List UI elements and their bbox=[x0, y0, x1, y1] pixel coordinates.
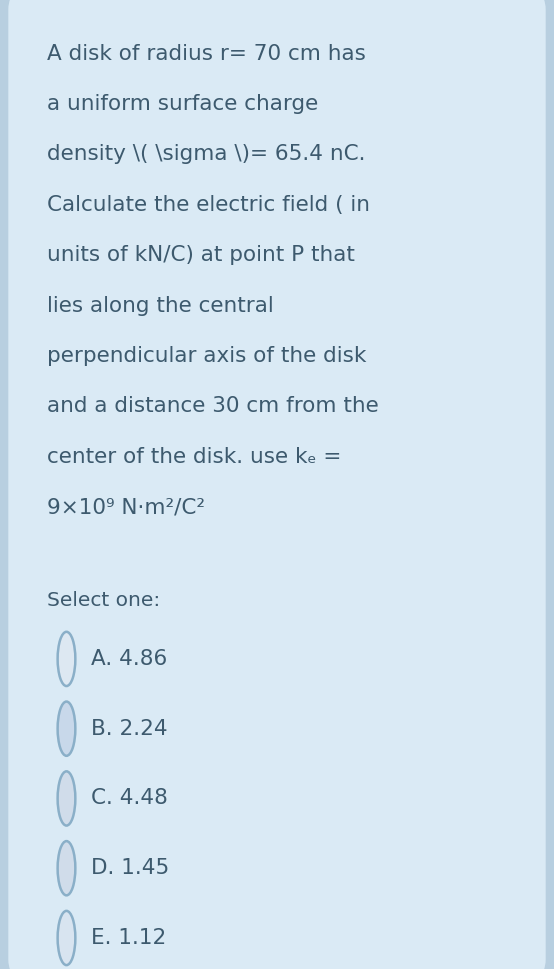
Ellipse shape bbox=[58, 771, 75, 826]
Text: density \( \sigma \)= 65.4 nC.: density \( \sigma \)= 65.4 nC. bbox=[47, 144, 366, 165]
Text: Select one:: Select one: bbox=[47, 591, 160, 610]
Text: A disk of radius r= 70 cm has: A disk of radius r= 70 cm has bbox=[47, 44, 366, 64]
Text: D. 1.45: D. 1.45 bbox=[91, 859, 170, 878]
Text: a uniform surface charge: a uniform surface charge bbox=[47, 94, 319, 114]
Text: perpendicular axis of the disk: perpendicular axis of the disk bbox=[47, 346, 366, 366]
Ellipse shape bbox=[58, 632, 75, 686]
Ellipse shape bbox=[58, 911, 75, 965]
Text: and a distance 30 cm from the: and a distance 30 cm from the bbox=[47, 396, 379, 417]
Text: A. 4.86: A. 4.86 bbox=[91, 649, 168, 669]
Text: center of the disk. use kₑ =: center of the disk. use kₑ = bbox=[47, 447, 341, 467]
Ellipse shape bbox=[58, 841, 75, 895]
Text: Calculate the electric field ( in: Calculate the electric field ( in bbox=[47, 195, 370, 215]
Text: lies along the central: lies along the central bbox=[47, 296, 274, 316]
Text: E. 1.12: E. 1.12 bbox=[91, 928, 167, 948]
Text: units of kN/C) at point P that: units of kN/C) at point P that bbox=[47, 245, 355, 266]
Ellipse shape bbox=[58, 702, 75, 756]
FancyBboxPatch shape bbox=[8, 0, 546, 969]
Text: B. 2.24: B. 2.24 bbox=[91, 719, 168, 738]
Text: 9×10⁹ N·m²/C²: 9×10⁹ N·m²/C² bbox=[47, 497, 205, 517]
Text: C. 4.48: C. 4.48 bbox=[91, 789, 168, 808]
